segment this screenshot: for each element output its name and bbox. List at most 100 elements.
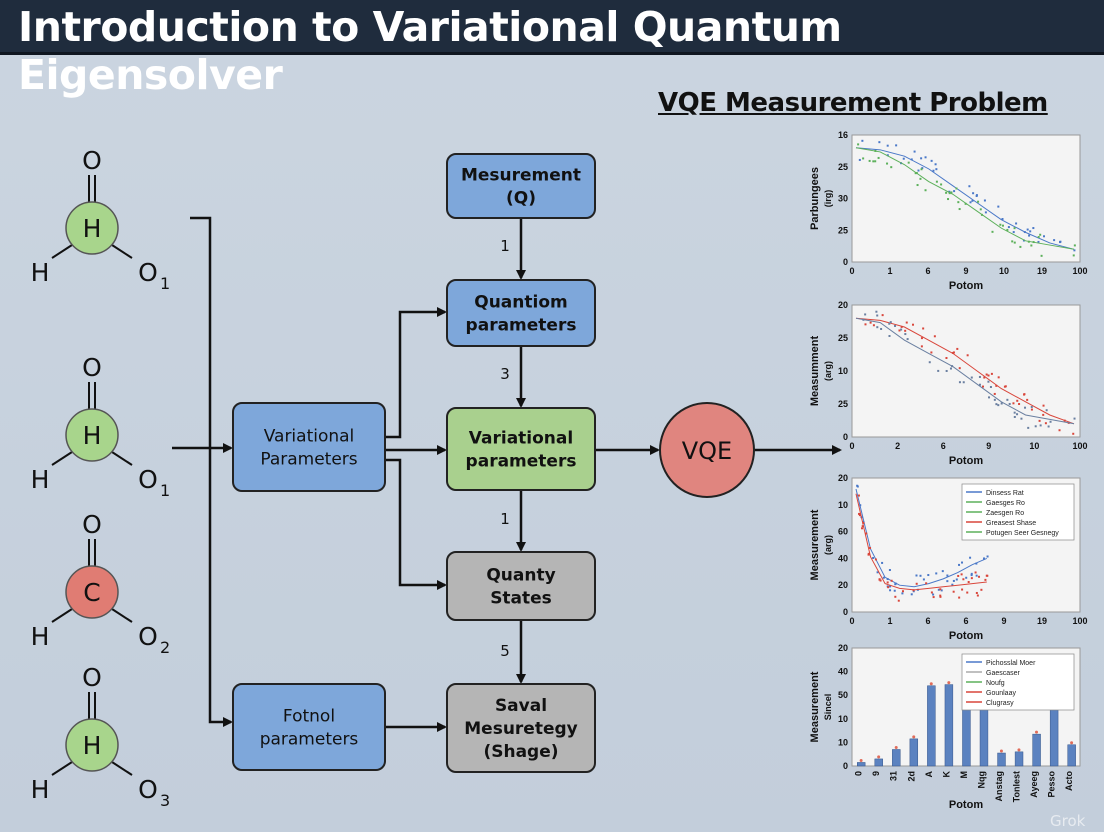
data-point — [1001, 218, 1004, 221]
box-measurement: Mesurement (Q) — [446, 153, 596, 219]
legend-entry: Gaescaser — [986, 670, 1021, 677]
x-tick: Pesso — [1047, 771, 1057, 798]
data-point — [957, 574, 960, 577]
bar-marker — [1070, 741, 1074, 745]
data-point — [1059, 241, 1062, 244]
x-tick: 6 — [925, 266, 930, 276]
data-point — [950, 191, 953, 194]
data-point — [1016, 399, 1019, 402]
x-tick: 9 — [986, 441, 991, 451]
data-point — [1034, 425, 1037, 428]
x-tick: Nqg — [976, 771, 986, 789]
y-tick: 50 — [838, 690, 848, 700]
data-point — [893, 589, 896, 592]
data-point — [997, 376, 1000, 379]
x-tick: 2 — [895, 441, 900, 451]
data-point — [920, 168, 923, 171]
title-bar: Introduction to Variational Quantum Eige… — [0, 0, 1104, 99]
data-point — [874, 558, 877, 561]
data-point — [915, 574, 918, 577]
data-point — [1047, 425, 1050, 428]
bond — [51, 761, 73, 776]
y-tick: 40 — [838, 553, 848, 563]
x-axis-label: Potom — [949, 455, 983, 467]
data-point — [997, 205, 1000, 208]
data-point — [965, 576, 968, 579]
data-point — [976, 594, 979, 597]
x-tick: 0 — [849, 441, 854, 451]
atom-left: H — [31, 622, 50, 651]
y-tick: 16 — [838, 130, 848, 140]
data-point — [889, 585, 892, 588]
y-tick: 30 — [838, 194, 848, 204]
box-shape — [232, 683, 386, 771]
data-point — [1038, 419, 1041, 422]
data-point — [1072, 254, 1075, 257]
data-point — [882, 576, 885, 579]
box-label: Fotnol — [283, 707, 335, 727]
data-point — [876, 571, 879, 574]
data-point — [934, 163, 937, 166]
data-point — [1024, 406, 1027, 409]
data-point — [902, 157, 905, 160]
data-point — [953, 190, 956, 193]
data-point — [1027, 240, 1030, 243]
bar — [874, 758, 883, 767]
data-point — [969, 201, 972, 204]
bar-marker — [929, 682, 933, 686]
data-point — [975, 574, 978, 577]
box-label: parameters — [466, 316, 577, 336]
bond — [51, 244, 73, 259]
data-point — [1073, 249, 1076, 252]
data-point — [930, 591, 933, 594]
data-point — [900, 328, 903, 331]
data-point — [940, 183, 943, 186]
mini-chart-2: 0 25 10 25 20 Measumment (arg) Potom 0 2 6 9 10 100 — [809, 300, 1088, 467]
data-point — [881, 314, 884, 317]
box-label: Quanty — [486, 566, 555, 586]
data-point — [988, 396, 991, 399]
data-point — [876, 314, 879, 317]
data-point — [1020, 417, 1023, 420]
box-label: Variational — [469, 429, 573, 449]
data-point — [910, 593, 913, 596]
data-point — [939, 594, 942, 597]
data-point — [1032, 241, 1035, 244]
data-point — [962, 381, 965, 384]
data-point — [1043, 235, 1046, 238]
data-point — [941, 570, 944, 573]
data-point — [984, 578, 987, 581]
data-point — [983, 199, 986, 202]
data-point — [889, 589, 892, 592]
data-point — [1030, 405, 1033, 408]
data-point — [970, 577, 973, 580]
data-point — [948, 190, 951, 193]
data-point — [928, 361, 931, 364]
y-tick: 0 — [843, 761, 848, 771]
data-point — [857, 143, 860, 146]
x-axis-label: Potom — [949, 280, 983, 292]
data-point — [978, 575, 981, 578]
data-point — [955, 187, 958, 190]
x-tick: A — [924, 771, 934, 778]
data-point — [958, 367, 961, 370]
data-point — [1073, 244, 1076, 247]
y-tick: 25 — [838, 399, 848, 409]
data-point — [895, 144, 898, 147]
box-quantiom: Quantiom parameters — [446, 279, 596, 347]
data-point — [932, 593, 935, 596]
slide-title: Introduction to Variational Quantum Eige… — [18, 3, 842, 99]
data-point — [1013, 411, 1016, 414]
box-label: Variational — [264, 427, 355, 447]
data-point — [993, 398, 996, 401]
atom-left: H — [31, 775, 50, 804]
data-point — [952, 351, 955, 354]
atom-subscript: 1 — [160, 274, 170, 293]
data-point — [917, 169, 920, 172]
box-shape — [446, 683, 596, 773]
legend-entry: Gaesges Ro — [986, 500, 1025, 507]
data-point — [1029, 230, 1032, 233]
data-point — [886, 581, 889, 584]
x-tick: 6 — [941, 441, 946, 451]
x-tick: K — [941, 771, 951, 778]
